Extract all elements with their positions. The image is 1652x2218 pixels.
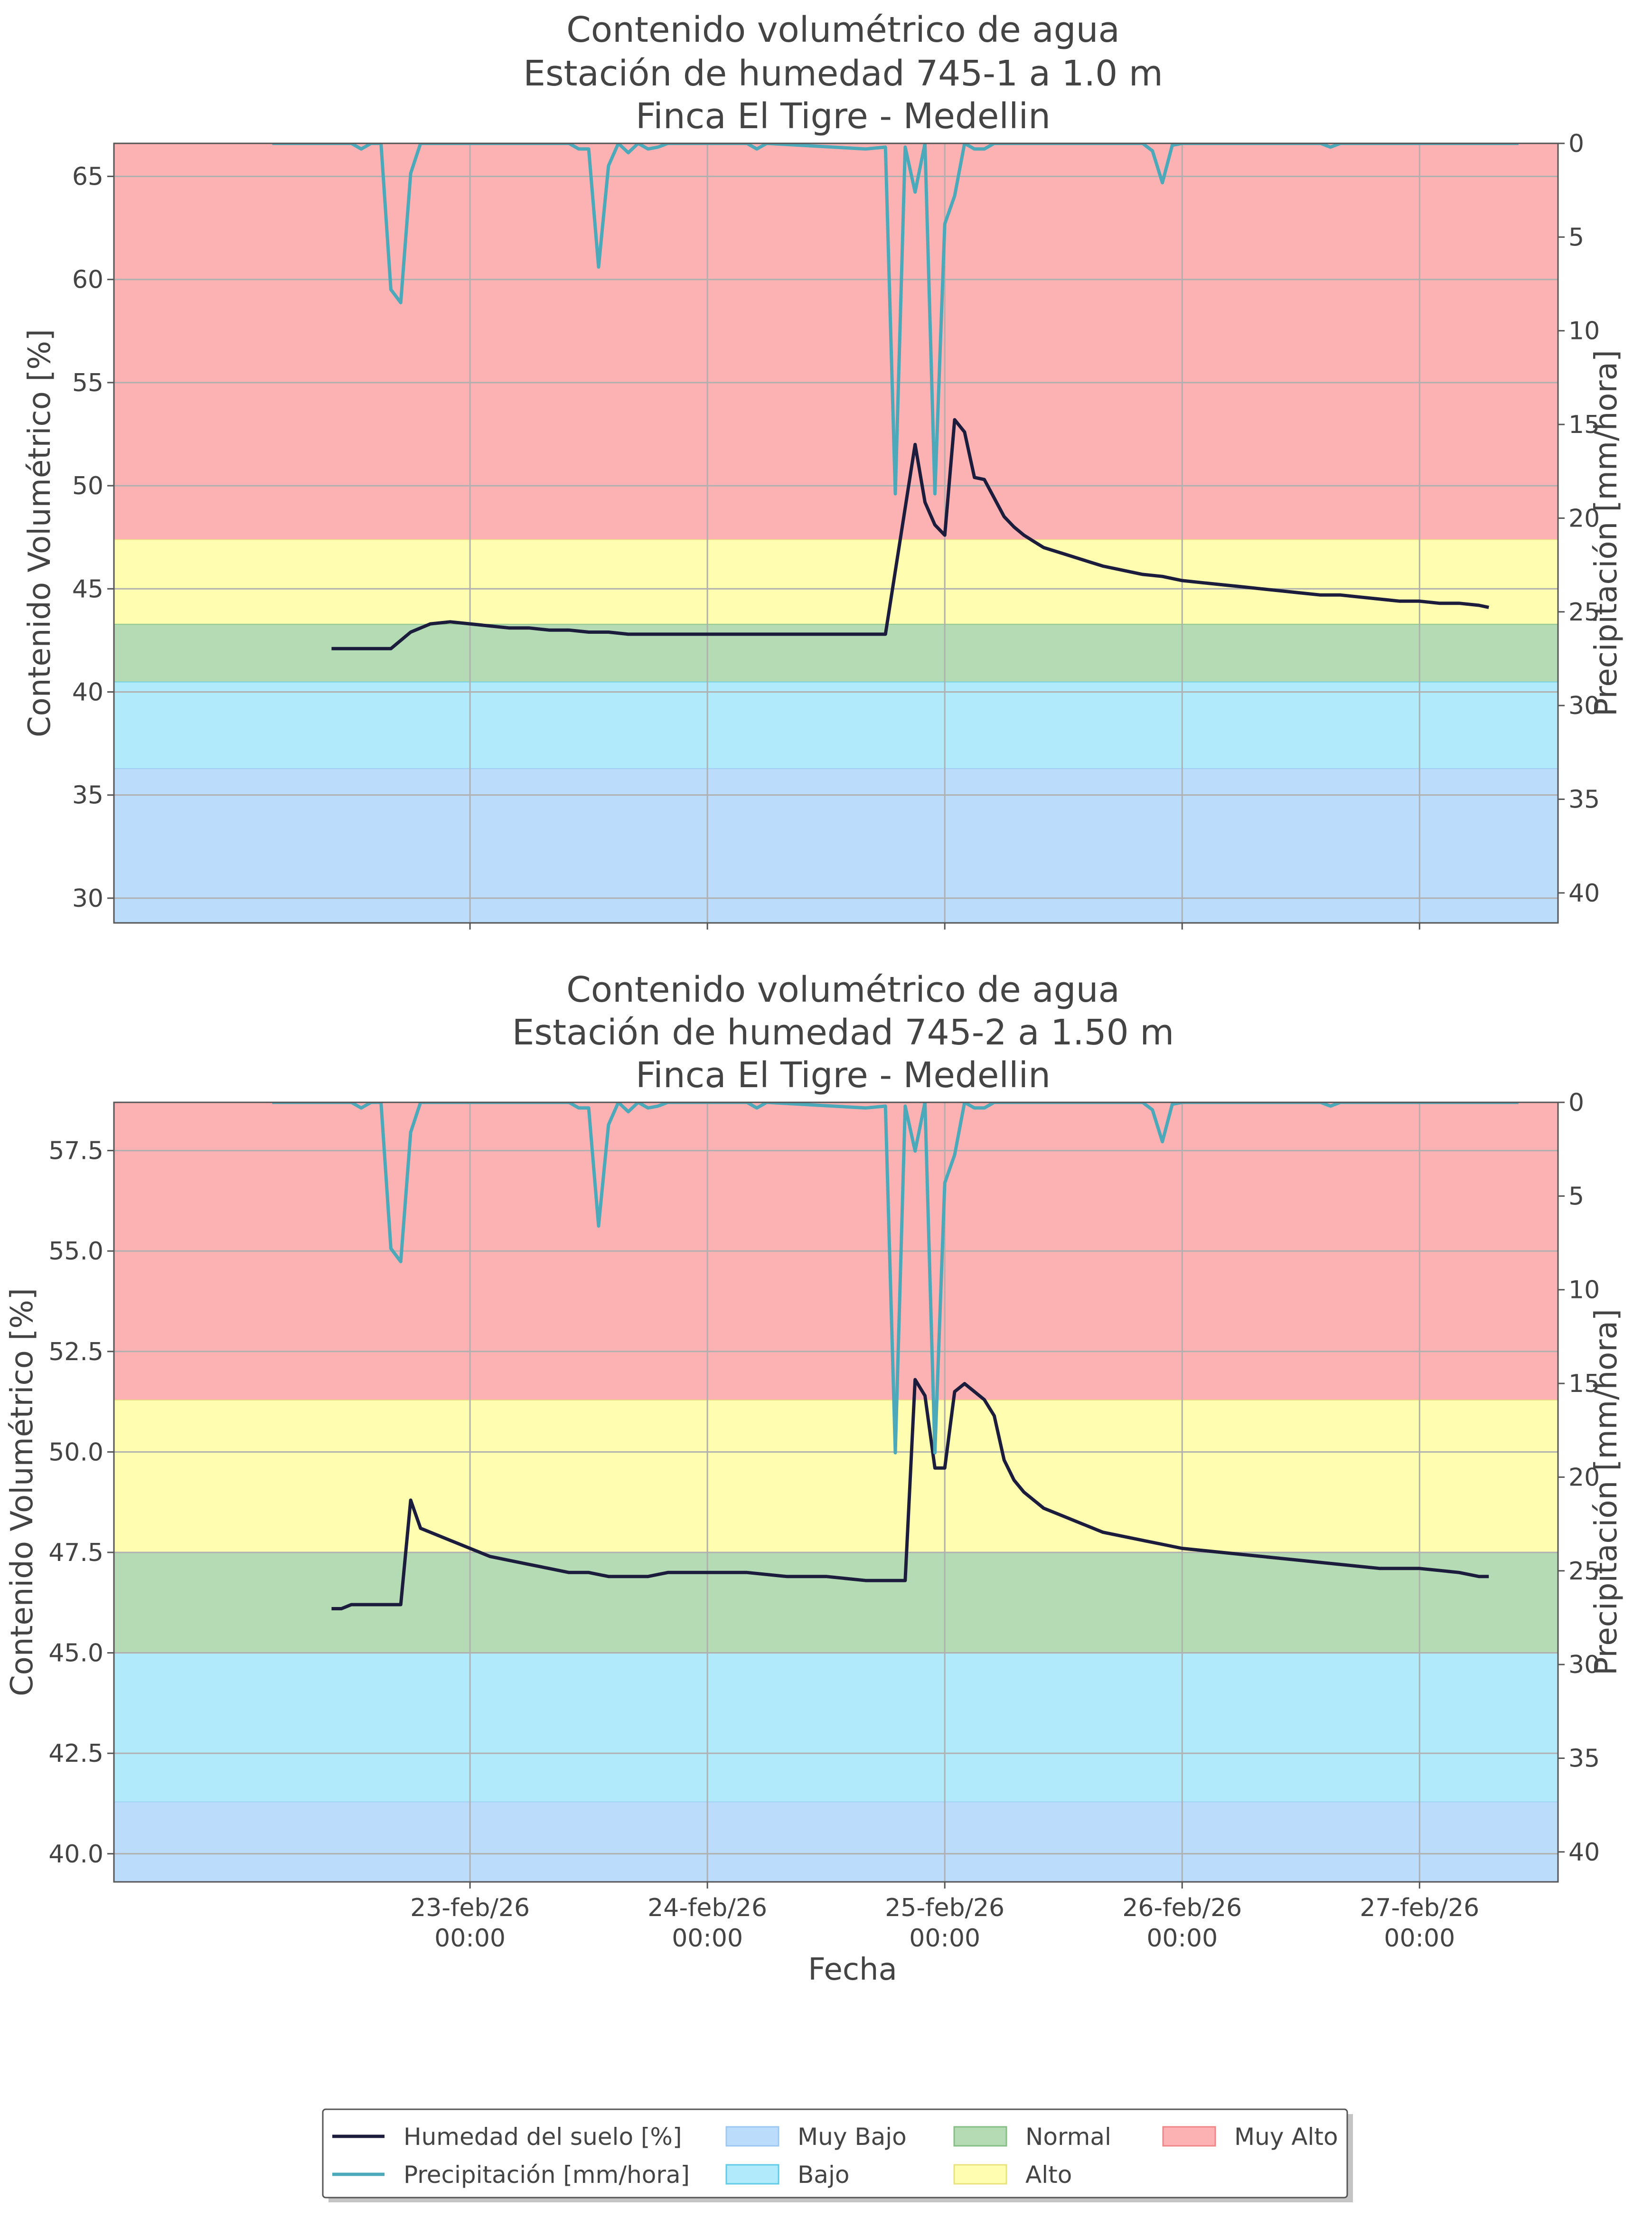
band-alto xyxy=(114,1400,1558,1552)
band-muy-bajo xyxy=(114,768,1558,923)
y2-tick-label: 0 xyxy=(1568,1089,1584,1117)
legend-entry: Muy Bajo xyxy=(725,2123,907,2151)
legend-entry: Muy Alto xyxy=(1162,2123,1338,2151)
x-tick-label: 23-feb/26 xyxy=(410,1894,530,1922)
precipitation-line xyxy=(272,143,1519,496)
y-tick-label: 65 xyxy=(72,163,103,191)
x-tick-label: 00:00 xyxy=(909,1924,980,1953)
legend-label: Muy Alto xyxy=(1234,2123,1338,2151)
legend-patch-swatch xyxy=(725,2126,779,2147)
chart-title-line: Contenido volumétrico de agua xyxy=(566,969,1120,1010)
y2-tick-label: 30 xyxy=(1568,692,1600,720)
y2-axis-label: Precipitación [mm/hora] xyxy=(1589,1309,1624,1675)
x-tick-label: 00:00 xyxy=(672,1924,743,1953)
y2-tick-label: 10 xyxy=(1568,1276,1600,1305)
y2-tick-label: 35 xyxy=(1568,1744,1600,1773)
y2-tick-label: 35 xyxy=(1568,785,1600,814)
y-tick-label: 40 xyxy=(72,678,103,706)
y2-axis-label: Precipitación [mm/hora] xyxy=(1589,350,1624,716)
y-tick-label: 42.5 xyxy=(48,1739,103,1768)
x-axis-label: Fecha xyxy=(808,1952,897,1987)
y2-tick-label: 5 xyxy=(1568,1182,1584,1211)
plot-frame xyxy=(113,1101,1559,1883)
chart-panel-1: 30 35 40 45 50 55 60 65 0 5 10 15 20 25 30 35 40 Contenid… xyxy=(22,9,1624,930)
y2-tick-label: 25 xyxy=(1568,598,1600,627)
y-tick-label: 45 xyxy=(72,575,103,603)
y2-tick-label: 20 xyxy=(1568,504,1600,533)
soil-moisture-line xyxy=(331,418,1489,650)
chart-panel-2: 40.0 42.5 45.0 47.5 50.0 52.5 55.0 57.5 0 5 10 15 20… xyxy=(5,969,1624,1987)
x-tick-label: 25-feb/26 xyxy=(885,1894,1004,1922)
y-tick-label: 30 xyxy=(72,884,103,913)
legend-patch-swatch xyxy=(953,2126,1007,2147)
x-tick-label: 00:00 xyxy=(1146,1924,1218,1953)
legend-label: Humedad del suelo [%] xyxy=(404,2123,682,2151)
x-tick-label: 27-feb/26 xyxy=(1360,1894,1479,1922)
band-alto xyxy=(114,539,1558,624)
legend-entry: Humedad del suelo [%] xyxy=(332,2123,682,2151)
x-tick-label: 24-feb/26 xyxy=(648,1894,767,1922)
band-bajo xyxy=(114,1653,1558,1802)
chart-title-line: Finca El Tigre - Medellin xyxy=(636,1055,1051,1096)
y2-tick-label: 20 xyxy=(1568,1463,1600,1492)
legend-patch-swatch xyxy=(953,2164,1007,2185)
y-tick-label: 47.5 xyxy=(48,1539,103,1567)
legend-box xyxy=(322,2108,1348,2199)
soil-moisture-line xyxy=(331,1378,1489,1610)
y-tick-label: 55.0 xyxy=(48,1237,103,1266)
x-tick-label: 26-feb/26 xyxy=(1122,1894,1242,1922)
precipitation-line xyxy=(272,1102,1519,1455)
legend-patch-swatch xyxy=(1162,2126,1216,2147)
y2-tick-label: 40 xyxy=(1568,1838,1600,1867)
y2-tick-label: 15 xyxy=(1568,411,1600,439)
y-axis-label: Contenido Volumétrico [%] xyxy=(5,1288,40,1696)
legend: Humedad del suelo [%] Precipitación [mm/h… xyxy=(322,2108,1353,2202)
legend-label: Normal xyxy=(1025,2123,1111,2151)
y2-tick-label: 0 xyxy=(1568,130,1584,158)
y-tick-label: 50 xyxy=(72,472,103,500)
legend-entry: Precipitación [mm/hora] xyxy=(332,2161,690,2189)
x-tick-label: 00:00 xyxy=(1384,1924,1455,1953)
y2-tick-label: 15 xyxy=(1568,1370,1600,1398)
legend-entry: Normal xyxy=(953,2123,1111,2151)
legend-label: Bajo xyxy=(798,2161,849,2189)
y-tick-label: 50.0 xyxy=(48,1438,103,1466)
legend-patch-swatch xyxy=(725,2164,779,2185)
y-tick-label: 57.5 xyxy=(48,1137,103,1165)
y-tick-label: 52.5 xyxy=(48,1338,103,1366)
chart-title-line: Contenido volumétrico de agua xyxy=(566,9,1120,50)
y-tick-label: 60 xyxy=(72,266,103,294)
legend-entry: Bajo xyxy=(725,2161,849,2189)
legend-label: Muy Bajo xyxy=(798,2123,907,2151)
legend-label: Alto xyxy=(1025,2161,1072,2189)
y-tick-label: 35 xyxy=(72,781,103,810)
y-tick-label: 55 xyxy=(72,369,103,397)
band-muy-bajo xyxy=(114,1801,1558,1882)
y-axis-label: Contenido Volumétrico [%] xyxy=(22,329,57,737)
legend-entry: Alto xyxy=(953,2161,1072,2189)
y-tick-label: 45.0 xyxy=(48,1639,103,1668)
chart-title-line: Estación de humedad 745-1 a 1.0 m xyxy=(523,53,1163,94)
y2-tick-label: 25 xyxy=(1568,1557,1600,1586)
y2-tick-label: 40 xyxy=(1568,879,1600,908)
y2-tick-label: 30 xyxy=(1568,1651,1600,1679)
chart-title-line: Estación de humedad 745-2 a 1.50 m xyxy=(512,1012,1174,1053)
plot-frame xyxy=(113,142,1559,924)
x-tick-label: 00:00 xyxy=(434,1924,506,1953)
band-muy-alto xyxy=(114,143,1558,540)
legend-label: Precipitación [mm/hora] xyxy=(404,2161,690,2189)
y2-tick-label: 10 xyxy=(1568,317,1600,346)
band-bajo xyxy=(114,681,1558,769)
band-normal xyxy=(114,1552,1558,1653)
y-tick-label: 40.0 xyxy=(48,1840,103,1869)
band-normal xyxy=(114,624,1558,682)
chart-title-line: Finca El Tigre - Medellin xyxy=(636,96,1051,137)
y2-tick-label: 5 xyxy=(1568,223,1584,252)
